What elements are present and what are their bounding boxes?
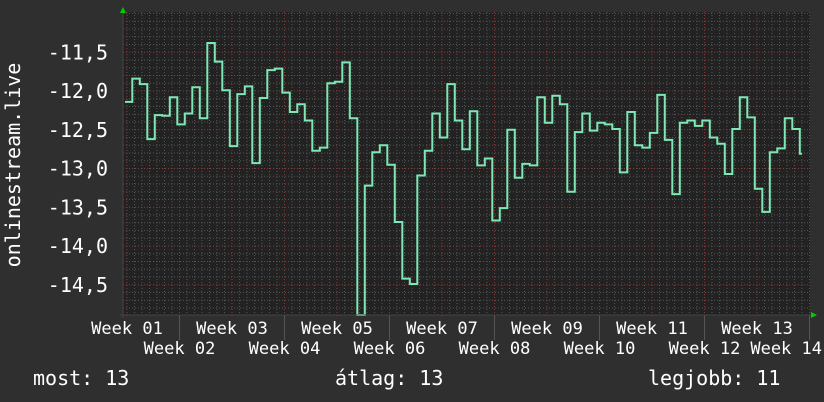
y-tick-label: -14,0 <box>48 234 108 258</box>
y-tick-label: -12,0 <box>48 79 108 103</box>
x-tick-label: Week 09 <box>511 319 583 339</box>
legend-average: átlag: 13 <box>335 366 443 390</box>
grid <box>123 12 810 318</box>
x-tick-label: Week 14 <box>750 339 822 359</box>
y-tick-label: -14,5 <box>48 273 108 297</box>
plot-area <box>123 12 810 315</box>
series-line <box>125 42 802 316</box>
y-tick-label: -13,0 <box>48 157 108 181</box>
x-tick-label: Week 12 <box>669 339 741 359</box>
x-tick-label: Week 13 <box>721 319 793 339</box>
x-tick-label: Week 08 <box>459 339 531 359</box>
legend-current: most: 13 <box>33 366 129 390</box>
x-tick-label: Week 02 <box>144 339 216 359</box>
x-tick-label: Week 10 <box>564 339 636 359</box>
y-axis-arrow-icon <box>120 7 126 13</box>
x-axis-arrow-icon <box>811 312 817 318</box>
x-tick-label: Week 11 <box>616 319 688 339</box>
y-tick-label: -11,5 <box>48 40 108 64</box>
x-tick-label: Week 05 <box>301 319 373 339</box>
y-axis-ticks: -11,5 -12,0 -12,5 -13,0 -13,5 -14,0 -14,5 <box>48 40 108 296</box>
x-tick-label: Week 04 <box>249 339 321 359</box>
y-tick-label: -13,5 <box>48 195 108 219</box>
x-tick-label: Week 01 <box>91 319 163 339</box>
y-tick-label: -12,5 <box>48 118 108 142</box>
legend-best: legjobb: 11 <box>648 366 780 390</box>
x-tick-label: Week 03 <box>196 319 268 339</box>
y-axis-title: onlinestream.live <box>1 63 25 268</box>
x-tick-label: Week 07 <box>406 319 478 339</box>
x-tick-label: Week 06 <box>354 339 426 359</box>
